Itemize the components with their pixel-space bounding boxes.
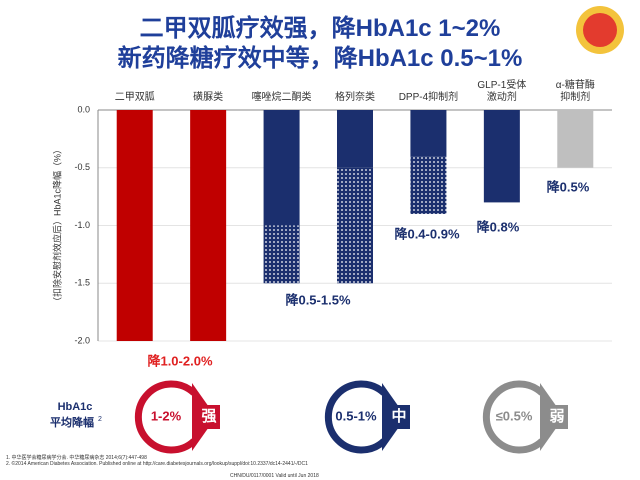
ring-arrow (324, 380, 387, 454)
bar-segment (263, 225, 300, 284)
y-axis-label: （扣除安慰剂效应后）HbA1c降幅（%） (51, 145, 62, 306)
bar-segment (116, 110, 153, 341)
x-tick-label: α-糖苷酶 抑制剂 (555, 80, 595, 103)
ring-arrow (134, 380, 197, 454)
strength-text: 中 (391, 407, 406, 425)
bar-segment (557, 110, 594, 168)
summary-label: 平均降幅 (50, 415, 94, 429)
bar-segment (483, 110, 520, 203)
range-text: 1-2% (151, 408, 182, 423)
footnote: 2. ©2014 American Diabetes Association. … (6, 461, 308, 467)
x-tick-label: 格列奈类 (335, 92, 375, 103)
bar-segment (190, 110, 227, 341)
footnote: 1. 中华医学会糖尿病学分会. 中华糖尿病杂志 2014;6(7):447-49… (6, 455, 147, 461)
footer-code: CHN/DU/0117/0001 Valid until Jun 2018 (230, 473, 319, 479)
ring-arrow (482, 380, 545, 454)
bar-segment (337, 110, 373, 168)
strength-box (546, 405, 568, 429)
bar-segment (410, 156, 447, 214)
value-label: 降0.4-0.9% (394, 226, 459, 241)
value-label: 降0.5-1.5% (285, 292, 350, 307)
strength-text: 强 (201, 408, 216, 425)
value-label: 降0.8% (477, 219, 520, 234)
value-label: 降0.5% (547, 179, 590, 194)
bar-segment (410, 110, 447, 157)
x-tick-label: DPP-4抑制剂 (398, 92, 459, 103)
title-line: 新药降糖疗效中等，降HbA1c 0.5~1% (117, 45, 523, 72)
superscript: 2 (98, 416, 102, 423)
summary-label: HbA1c (58, 401, 93, 413)
strength-box (198, 405, 220, 429)
bar-segment (263, 110, 300, 226)
range-text: ≤0.5% (496, 408, 533, 423)
bar-segment (337, 167, 373, 284)
strength-box (388, 405, 410, 429)
y-tick-label: -2.0 (74, 335, 90, 345)
y-tick-label: -1.0 (74, 220, 90, 230)
y-tick-label: -0.5 (74, 162, 90, 172)
strength-text: 弱 (549, 408, 564, 425)
y-tick-label: -1.5 (74, 278, 90, 288)
x-tick-label: GLP-1受体 激动剂 (477, 80, 527, 103)
logo (576, 6, 624, 54)
value-label: 降1.0-2.0% (147, 353, 212, 368)
x-tick-label: 磺脲类 (193, 92, 224, 103)
y-tick-label: 0.0 (77, 104, 90, 114)
x-tick-label: 噻唑烷二酮类 (251, 92, 312, 103)
title-line: 二甲双胍疗效强，降HbA1c 1~2% (139, 15, 501, 42)
range-text: 0.5-1% (335, 408, 377, 423)
x-tick-label: 二甲双胍 (114, 92, 155, 103)
